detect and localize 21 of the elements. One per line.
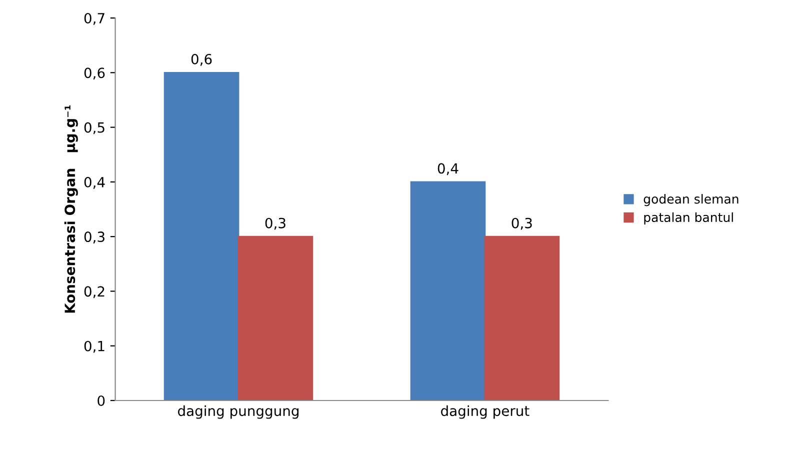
- bar: [238, 236, 314, 400]
- y-tick-label: 0,6: [84, 68, 105, 80]
- data-label: 0,4: [438, 163, 458, 176]
- y-tick-label: 0,2: [84, 286, 104, 298]
- y-tick-label: 0,4: [84, 176, 105, 189]
- bar: [164, 72, 240, 400]
- data-label: 0,3: [512, 218, 532, 230]
- bar: [484, 236, 560, 400]
- y-tick-label: 0,5: [84, 122, 104, 134]
- y-axis-title: Konsentrasi Organ µg.g⁻¹: [64, 105, 78, 313]
- y-tick-label: 0: [98, 395, 105, 406]
- legend-label: patalan bantul: [644, 212, 733, 224]
- legend-label: godean sleman: [644, 194, 738, 206]
- data-label: 0,3: [265, 218, 286, 230]
- x-tick-label: daging perut: [441, 405, 530, 419]
- y-tick-label: 0,7: [84, 12, 104, 25]
- bar: [410, 181, 486, 400]
- y-tick-label: 0,1: [84, 340, 104, 353]
- y-tick-label: 0,3: [84, 232, 104, 244]
- x-tick-label: daging punggung: [178, 405, 298, 419]
- data-label: 0,6: [191, 54, 212, 66]
